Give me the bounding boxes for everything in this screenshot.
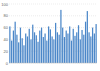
bar [22,38,23,63]
bar [60,10,61,63]
y-tick-label: 0 [6,61,9,66]
y-tick-label: 80 [4,13,9,18]
bar [18,42,19,63]
bar [96,24,97,63]
bar [23,45,24,63]
chart: 0 20 40 60 80 100 [0,0,100,71]
bar [20,28,21,63]
bar [94,34,95,64]
bar [76,32,77,63]
bar [73,29,74,63]
bar [30,39,31,63]
y-tick-label: 40 [4,37,9,42]
bar [87,11,88,63]
bar [44,34,45,64]
bar [29,29,30,63]
bar [41,28,42,63]
grid-line [9,4,97,5]
y-tick-label: 100 [1,2,8,7]
bar [9,26,10,63]
bar [27,36,28,63]
bar [53,39,54,63]
bar [64,37,65,63]
bar [74,36,75,63]
bars [9,10,96,63]
bar [34,32,35,63]
bar [90,36,91,63]
bar [71,41,72,63]
chart-root: 0 20 40 60 80 100 [0,0,100,71]
bar [39,31,40,63]
bar [67,34,68,64]
bar [78,25,79,63]
bar [92,28,93,63]
y-tick-label: 20 [4,49,9,54]
bar [66,31,67,63]
bar [36,35,37,63]
bar [11,41,12,63]
bar [50,29,51,63]
bar [69,26,70,63]
bar [52,36,53,63]
bar [81,30,82,63]
grid-line [9,27,97,28]
bar [88,32,89,63]
bar [55,23,56,63]
bar [57,32,58,63]
bar [16,35,17,63]
bar [15,22,16,63]
bar [80,39,81,63]
bar [48,26,49,63]
bar [85,22,86,63]
x-axis [9,63,97,64]
grid-line [9,15,97,16]
bar [43,37,44,63]
bar [83,35,84,63]
bar [46,41,47,63]
bar [62,28,63,63]
bar [13,31,14,63]
bar [25,34,26,64]
bar [59,35,60,63]
y-tick-label: 60 [4,25,9,30]
bar [32,25,33,63]
bar [37,42,38,63]
